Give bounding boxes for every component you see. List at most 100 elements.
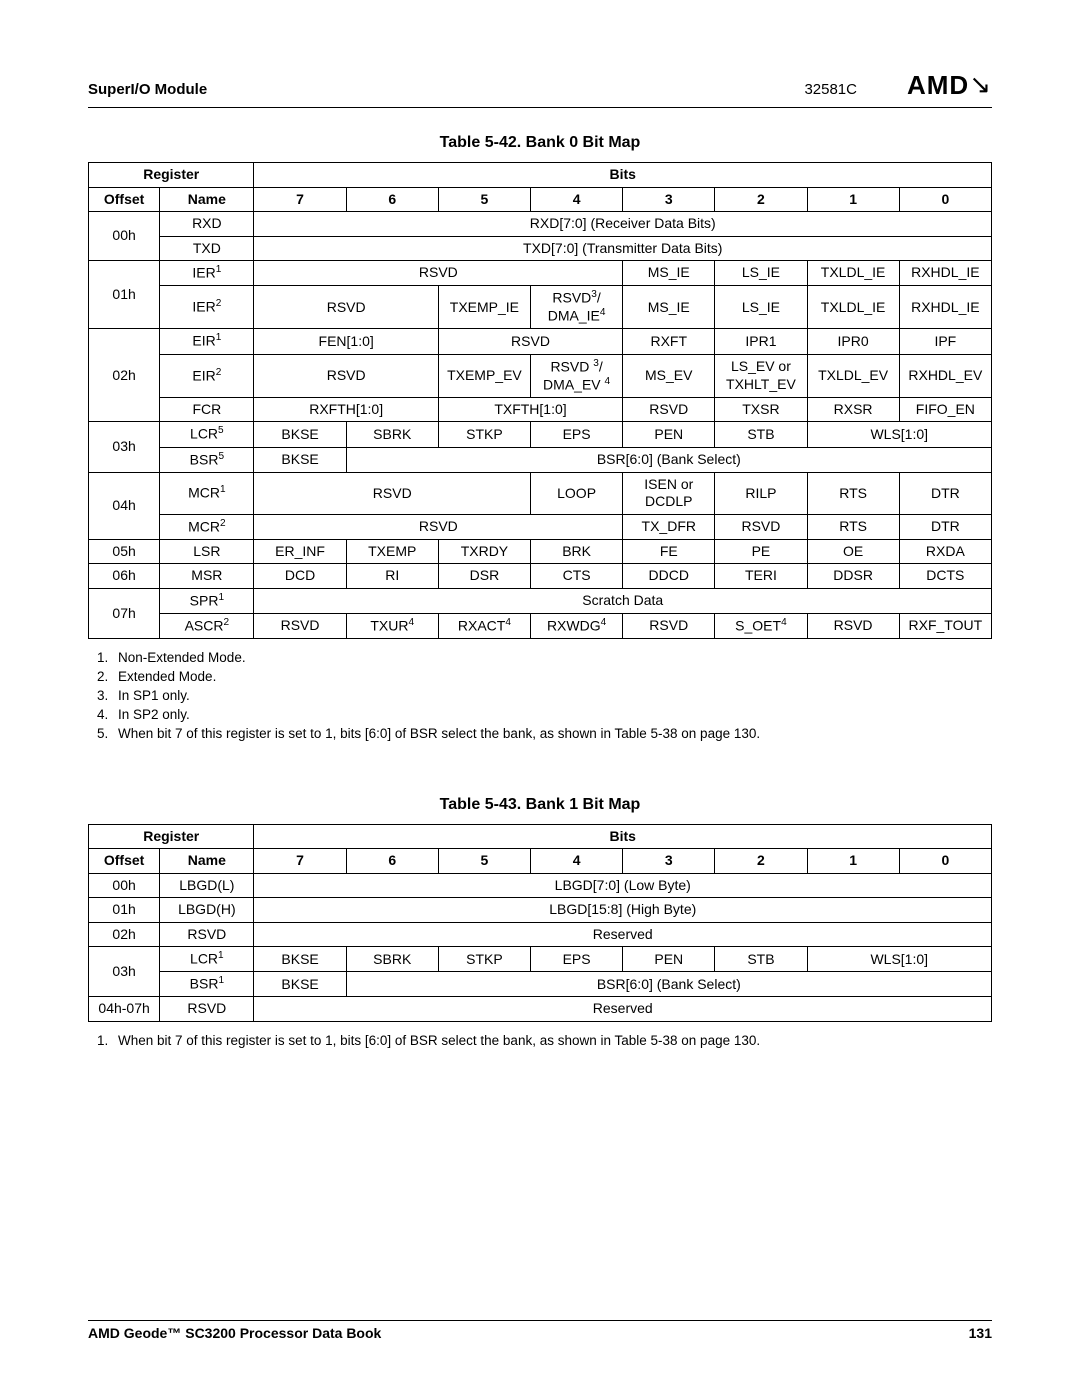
- footnote-item: Non-Extended Mode.: [112, 649, 992, 668]
- cell: DCTS: [899, 564, 991, 589]
- cell: RTS: [807, 472, 899, 514]
- cell: DDCD: [623, 564, 715, 589]
- cell-offset: 00h: [89, 212, 160, 261]
- cell: RXHDL_EV: [899, 354, 991, 397]
- cell-name: EIR1: [160, 329, 254, 354]
- cell: RSVD 3/DMA_EV 4: [531, 354, 623, 397]
- cell-name: MSR: [160, 564, 254, 589]
- cell: STKP: [438, 422, 530, 447]
- cell-name: MCR2: [160, 514, 254, 539]
- cell: RXD[7:0] (Receiver Data Bits): [254, 212, 992, 237]
- table-row: BSR1 BKSE BSR[6:0] (Bank Select): [89, 972, 992, 997]
- footer-book: AMD Geode™ SC3200 Processor Data Book: [88, 1325, 381, 1341]
- cell: RSVD3/DMA_IE4: [531, 286, 623, 329]
- cell: BSR[6:0] (Bank Select): [346, 447, 991, 472]
- module-name: SuperI/O Module: [88, 81, 207, 98]
- cell: Reserved: [254, 997, 992, 1022]
- cell: IPR1: [715, 329, 807, 354]
- cell: RXACT4: [438, 614, 530, 639]
- cell: RSVD: [254, 261, 623, 286]
- bit-2: 2: [715, 849, 807, 874]
- cell: FIFO_EN: [899, 397, 991, 422]
- cell: RSVD: [254, 514, 623, 539]
- cell-name: LCR5: [160, 422, 254, 447]
- cell-name: LCR1: [160, 947, 254, 972]
- cell: RSVD: [438, 329, 622, 354]
- table-row: ASCR2 RSVD TXUR4 RXACT4 RXWDG4 RSVD S_OE…: [89, 614, 992, 639]
- footnote-item: When bit 7 of this register is set to 1,…: [112, 1032, 992, 1051]
- cell: RSVD: [254, 614, 346, 639]
- cell: IPR0: [807, 329, 899, 354]
- table-row: 07h SPR1 Scratch Data: [89, 588, 992, 613]
- table-row: 03h LCR5 BKSE SBRK STKP EPS PEN STB WLS[…: [89, 422, 992, 447]
- cell: TXEMP_EV: [438, 354, 530, 397]
- cell: RILP: [715, 472, 807, 514]
- cell: RXWDG4: [531, 614, 623, 639]
- bit-5: 5: [438, 187, 530, 212]
- cell: ISEN orDCDLP: [623, 472, 715, 514]
- page-footer: AMD Geode™ SC3200 Processor Data Book 13…: [88, 1320, 992, 1341]
- table-row: 05h LSR ER_INF TXEMP TXRDY BRK FE PE OE …: [89, 539, 992, 564]
- cell: RSVD: [623, 614, 715, 639]
- cell: MS_IE: [623, 286, 715, 329]
- cell-name: BSR1: [160, 972, 254, 997]
- table-row: EIR2 RSVD TXEMP_EV RSVD 3/DMA_EV 4 MS_EV…: [89, 354, 992, 397]
- cell: LBGD[15:8] (High Byte): [254, 898, 992, 923]
- cell: TX_DFR: [623, 514, 715, 539]
- cell: S_OET4: [715, 614, 807, 639]
- bit-0: 0: [899, 849, 991, 874]
- cell-name: TXD: [160, 236, 254, 261]
- cell: BKSE: [254, 972, 346, 997]
- table-43-title: Table 5-43. Bank 1 Bit Map: [88, 796, 992, 814]
- table-row: 03h LCR1 BKSE SBRK STKP EPS PEN STB WLS[…: [89, 947, 992, 972]
- cell: RXFT: [623, 329, 715, 354]
- cell-offset: 02h: [89, 329, 160, 422]
- cell-name: SPR1: [160, 588, 254, 613]
- cell-offset: 07h: [89, 588, 160, 638]
- cell: BKSE: [254, 447, 346, 472]
- bits-header: Bits: [254, 163, 992, 188]
- cell: TERI: [715, 564, 807, 589]
- cell: RXF_TOUT: [899, 614, 991, 639]
- cell-name: LSR: [160, 539, 254, 564]
- cell: RI: [346, 564, 438, 589]
- cell-offset: 04h-07h: [89, 997, 160, 1022]
- amd-logo: AMD↘: [907, 70, 992, 101]
- bit-1: 1: [807, 187, 899, 212]
- cell: BKSE: [254, 947, 346, 972]
- register-header: Register: [89, 163, 254, 188]
- cell: EPS: [531, 422, 623, 447]
- offset-header: Offset: [89, 849, 160, 874]
- cell: EPS: [531, 947, 623, 972]
- table-row: 06h MSR DCD RI DSR CTS DDCD TERI DDSR DC…: [89, 564, 992, 589]
- cell: TXUR4: [346, 614, 438, 639]
- table-42: Register Bits Offset Name 7 6 5 4 3 2 1 …: [88, 162, 992, 639]
- bit-3: 3: [623, 187, 715, 212]
- table-43-footnotes: When bit 7 of this register is set to 1,…: [88, 1032, 992, 1051]
- cell: TXSR: [715, 397, 807, 422]
- bit-7: 7: [254, 849, 346, 874]
- cell-offset: 04h: [89, 472, 160, 539]
- table-row: 04h-07h RSVD Reserved: [89, 997, 992, 1022]
- footnote-item: When bit 7 of this register is set to 1,…: [112, 725, 992, 744]
- cell: MS_EV: [623, 354, 715, 397]
- cell: RXDA: [899, 539, 991, 564]
- cell: TXEMP: [346, 539, 438, 564]
- cell: RXFTH[1:0]: [254, 397, 438, 422]
- table-row: 02h RSVD Reserved: [89, 922, 992, 947]
- cell: TXLDL_EV: [807, 354, 899, 397]
- bit-6: 6: [346, 849, 438, 874]
- name-header: Name: [160, 849, 254, 874]
- table-row: 00h RXD RXD[7:0] (Receiver Data Bits): [89, 212, 992, 237]
- table-row: 01h LBGD(H) LBGD[15:8] (High Byte): [89, 898, 992, 923]
- cell: SBRK: [346, 422, 438, 447]
- table-43: Register Bits Offset Name 7 6 5 4 3 2 1 …: [88, 824, 992, 1022]
- bit-5: 5: [438, 849, 530, 874]
- cell: BKSE: [254, 422, 346, 447]
- cell-offset: 00h: [89, 873, 160, 898]
- cell: FE: [623, 539, 715, 564]
- cell: RSVD: [807, 614, 899, 639]
- bit-6: 6: [346, 187, 438, 212]
- cell: WLS[1:0]: [807, 422, 991, 447]
- footnote-item: In SP1 only.: [112, 687, 992, 706]
